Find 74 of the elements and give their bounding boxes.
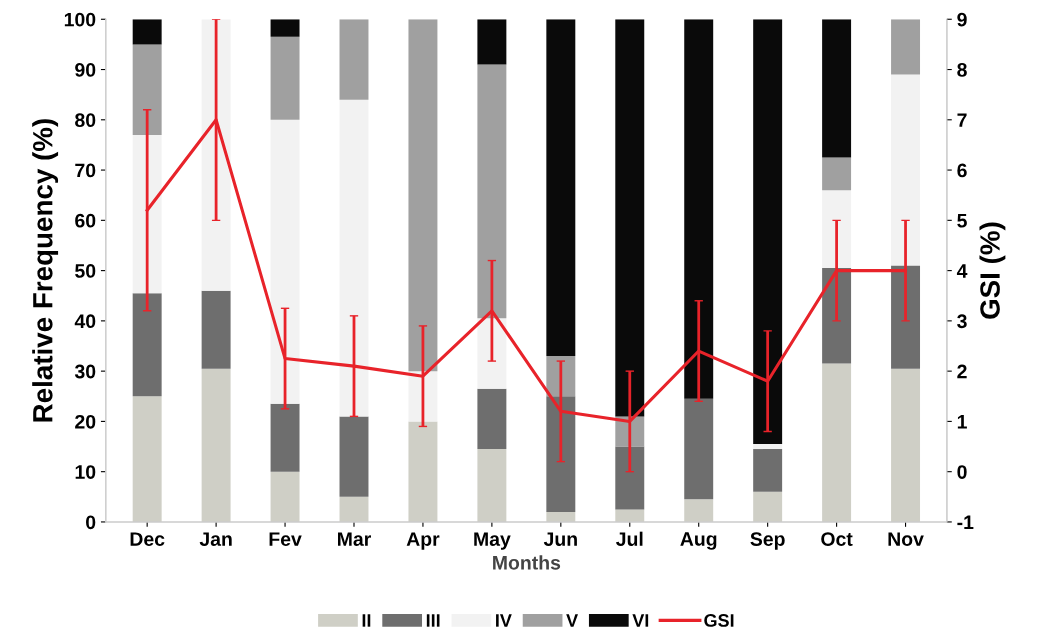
bar	[201, 290, 231, 369]
y2-tick-label: 5	[957, 214, 967, 228]
bar	[132, 293, 162, 397]
bar	[615, 446, 645, 510]
y-tick-label: 30	[74, 364, 96, 379]
x-tick-label: Aug	[680, 532, 717, 550]
x-tick-label: Jul	[616, 531, 643, 546]
bar	[477, 388, 507, 450]
legend-label: V	[566, 614, 578, 627]
legend-label: GSI	[704, 614, 734, 627]
bar	[822, 157, 852, 191]
x-tick-label: Apr	[406, 532, 440, 550]
y-axis-title: Relative Frequency (%)	[32, 119, 59, 422]
bar	[477, 64, 507, 319]
bar	[684, 398, 714, 500]
x-tick-label: Jun	[543, 532, 577, 546]
y-tick-label: 70	[75, 163, 96, 178]
bar	[408, 19, 438, 372]
legend-label: IV	[496, 614, 512, 627]
y-tick-label: 40	[74, 314, 96, 329]
bar	[339, 99, 369, 417]
y-tick-label: 60	[75, 213, 96, 228]
y2-tick-label: 2	[957, 364, 967, 379]
y-tick-label: 80	[75, 113, 96, 128]
bar	[270, 403, 300, 472]
x-tick-label: Fev	[269, 532, 302, 546]
bar	[753, 449, 783, 492]
x-tick-label: Sep	[750, 532, 785, 550]
y2-tick-label: -1	[957, 515, 974, 529]
bar	[132, 19, 162, 45]
bar	[684, 19, 714, 399]
x-tick-label: Oct	[821, 532, 853, 546]
x-tick-label: May	[474, 532, 511, 550]
y2-tick-label: 1	[957, 415, 967, 429]
legend-label: VI	[632, 614, 649, 627]
bar	[546, 396, 576, 512]
y2-tick-label: 0	[957, 465, 967, 479]
bar	[132, 44, 162, 135]
bar	[615, 19, 645, 417]
bar	[891, 74, 921, 266]
bar	[270, 36, 300, 120]
x-axis-title: Months	[493, 555, 561, 570]
y2-tick-label: 6	[957, 163, 967, 178]
legend-label: II	[362, 614, 371, 627]
y-tick-label: 20	[75, 414, 96, 429]
y-tick-label: 90	[75, 63, 96, 77]
x-tick-label: Dec	[130, 532, 165, 546]
y2-tick-label: 4	[956, 264, 968, 278]
y-tick-label: 50	[75, 264, 96, 278]
y-tick-label: 100	[64, 12, 96, 27]
y-tick-label: 10	[75, 465, 96, 479]
x-tick-label: Nov	[888, 532, 924, 546]
bar	[201, 19, 231, 291]
y2-axis-title: GSI (%)	[979, 222, 1006, 319]
bar	[339, 19, 369, 100]
legend-label: III	[426, 614, 440, 627]
bar	[822, 19, 852, 158]
x-tick-label: Mar	[338, 532, 371, 546]
bar	[270, 19, 300, 37]
bar	[753, 19, 783, 445]
bar	[339, 416, 369, 497]
y2-tick-label: 7	[957, 113, 967, 127]
bar	[891, 19, 921, 75]
bar	[546, 19, 576, 357]
y2-tick-label: 3	[957, 314, 967, 329]
y-tick-label: 0	[86, 515, 96, 530]
y2-tick-label: 8	[957, 63, 967, 77]
y2-tick-label: 9	[957, 12, 967, 27]
bar	[753, 444, 783, 450]
bar	[477, 19, 507, 65]
bar	[891, 265, 921, 369]
x-tick-label: Jan	[199, 532, 232, 546]
bar	[822, 190, 852, 269]
bar	[270, 119, 300, 404]
